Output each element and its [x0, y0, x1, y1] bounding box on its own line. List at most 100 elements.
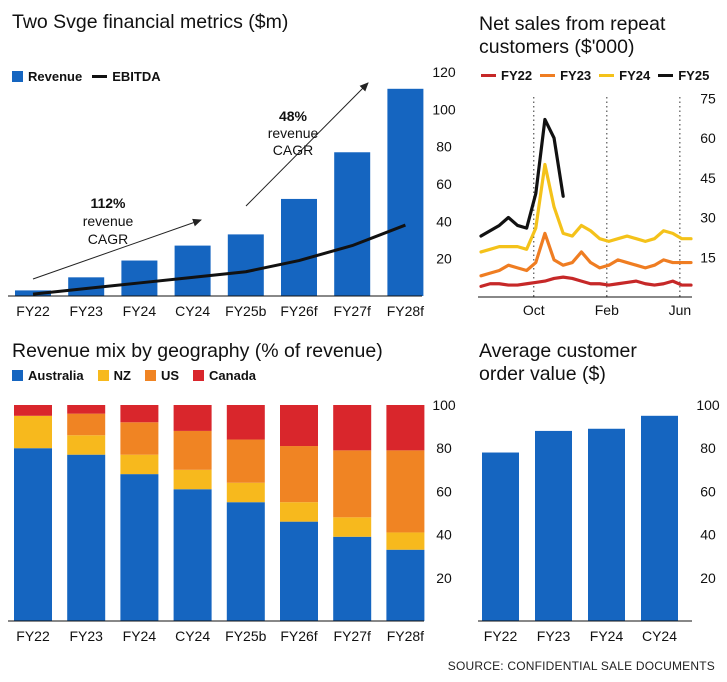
legend-fy22-label: FY22 [501, 68, 533, 83]
y-tick-label: 100 [432, 101, 456, 117]
legend-australia: Australia [12, 368, 84, 383]
legend-nz: NZ [97, 368, 131, 383]
stack-segment-australia [120, 474, 159, 621]
x-tick-label: FY23 [69, 628, 103, 644]
aov-title-line2: order value ($) [479, 363, 606, 385]
aov-title-line1: Average customer [479, 340, 637, 362]
x-tick-label: FY23 [537, 628, 571, 644]
revenue-bar [121, 260, 158, 296]
repeat-title-line1: Net sales from repeat [479, 13, 666, 35]
ebitda-line [32, 223, 406, 296]
x-tick-label: CY24 [642, 628, 677, 644]
x-tick-label: FY26f [280, 303, 317, 319]
legend-fy24-label: FY24 [619, 68, 651, 83]
y-tick-label: 60 [436, 483, 452, 499]
stack-segment-us [280, 446, 318, 503]
y-tick-label: 40 [700, 527, 716, 543]
y-tick-label: 80 [436, 139, 452, 155]
y-tick-label: 45 [700, 170, 716, 186]
y-tick-label: 80 [436, 440, 452, 456]
annotation-48-line2: revenue [268, 125, 319, 141]
x-tick-label: FY22 [484, 628, 518, 644]
series-line-fy24 [479, 162, 693, 254]
legend-fy25: FY25 [658, 68, 709, 83]
revenue-bar [387, 88, 424, 296]
y-tick-label: 100 [696, 397, 720, 413]
legend-canada: Canada [193, 368, 256, 383]
legend-australia-label: Australia [28, 368, 84, 383]
y-tick-label: 40 [436, 213, 452, 229]
stack-segment-australia [333, 536, 372, 621]
x-tick-label: FY28f [387, 303, 424, 319]
mix-chart: FY22 FY23 FY24 CY24 FY25b FY26f FY27f FY28f 20 40… [8, 397, 456, 644]
stack-segment-nz [226, 482, 265, 503]
legend-us-label: US [160, 368, 180, 383]
series-line-fy23 [479, 231, 693, 278]
stack-segment-nz [173, 469, 212, 490]
aov-title: Average customer order value ($) [479, 340, 637, 386]
stack-segment-nz [120, 454, 159, 475]
stack-segment-nz [280, 502, 318, 522]
stack-segment-us [386, 450, 425, 533]
annotation-112-line3: CAGR [88, 231, 128, 247]
stack-segment-nz [333, 517, 372, 537]
metrics-chart: FY22 FY23 FY24 CY24 FY25b FY26f FY27f FY28f 20 40… [8, 64, 456, 319]
x-tick-label: CY24 [175, 303, 210, 319]
stack-segment-australia [226, 502, 265, 621]
stack-segment-us [173, 430, 212, 470]
cagr-arrow-2 [245, 82, 369, 207]
metrics-legend: Revenue EBITDA [12, 69, 161, 84]
stack-segment-australia [280, 521, 318, 621]
repeat-legend: FY22 FY23 FY24 FY25 [481, 68, 709, 83]
x-tick-label: FY24 [123, 303, 157, 319]
x-tick-label: Oct [523, 302, 545, 318]
annotation-48-line3: CAGR [273, 142, 313, 158]
aov-bar [535, 430, 572, 621]
stack-segment-canada [333, 405, 372, 451]
legend-fy22: FY22 [481, 68, 532, 83]
x-tick-label: FY27f [334, 303, 371, 319]
repeat-chart: Oct Feb Jun 15 30 45 60 75 [478, 90, 716, 318]
legend-fy23: FY23 [540, 68, 591, 83]
y-tick-label: 15 [700, 249, 716, 265]
repeat-title: Net sales from repeat customers ($'000) [479, 13, 665, 59]
series-line-fy25 [479, 117, 565, 238]
source-note: SOURCE: CONFIDENTIAL SALE DOCUMENTS [447, 659, 715, 673]
y-tick-label: 20 [436, 251, 452, 267]
revenue-bar [227, 234, 264, 296]
stack-segment-us [333, 450, 372, 518]
stack-segment-nz [386, 532, 425, 550]
aov-bar [641, 415, 678, 621]
stack-segment-australia [173, 489, 212, 621]
stack-segment-australia [67, 454, 106, 621]
y-tick-label: 100 [432, 397, 456, 413]
x-tick-label: FY26f [280, 628, 317, 644]
legend-revenue: Revenue [12, 69, 82, 84]
stack-segment-australia [14, 448, 52, 621]
legend-ebitda-label: EBITDA [112, 69, 161, 84]
annotation-48-value: 48% [279, 108, 308, 124]
legend-fy24: FY24 [599, 68, 650, 83]
annotation-112-value: 112% [90, 195, 126, 211]
stack-segment-canada [226, 405, 265, 440]
revenue-bar [281, 198, 317, 296]
x-tick-label: FY22 [16, 303, 50, 319]
x-tick-label: FY23 [69, 303, 103, 319]
series-line-fy22 [479, 275, 693, 288]
x-tick-label: FY24 [590, 628, 624, 644]
x-tick-label: FY22 [16, 628, 50, 644]
stack-segment-us [226, 439, 265, 483]
y-tick-label: 40 [436, 527, 452, 543]
legend-fy25-label: FY25 [678, 68, 710, 83]
aov-bar [588, 428, 625, 621]
stack-segment-canada [14, 405, 52, 416]
stack-segment-australia [386, 549, 425, 621]
stack-segment-us [67, 413, 106, 436]
legend-revenue-label: Revenue [28, 69, 83, 84]
stack-segment-nz [67, 435, 106, 455]
legend-us: US [144, 368, 180, 383]
stack-segment-canada [120, 405, 159, 423]
mix-title: Revenue mix by geography (% of revenue) [12, 340, 383, 362]
stack-segment-nz [14, 415, 52, 449]
metrics-title: Two Svge financial metrics ($m) [12, 11, 289, 33]
